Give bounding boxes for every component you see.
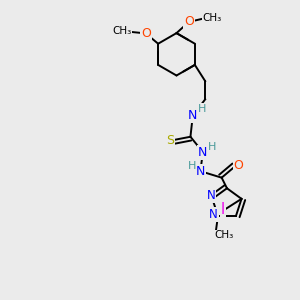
Text: CH₃: CH₃ xyxy=(112,26,131,36)
Text: N: N xyxy=(206,189,215,202)
Text: O: O xyxy=(184,15,194,28)
Text: CH₃: CH₃ xyxy=(214,230,233,240)
Text: H: H xyxy=(198,104,206,114)
Text: I: I xyxy=(221,202,225,217)
Text: H: H xyxy=(188,161,196,171)
Text: CH₃: CH₃ xyxy=(203,13,222,23)
Text: N: N xyxy=(196,165,205,178)
Text: S: S xyxy=(166,134,174,147)
Text: N: N xyxy=(198,146,208,159)
Text: N: N xyxy=(209,208,218,221)
Text: N: N xyxy=(188,109,197,122)
Text: O: O xyxy=(141,27,151,40)
Text: O: O xyxy=(233,158,243,172)
Text: H: H xyxy=(208,142,216,152)
